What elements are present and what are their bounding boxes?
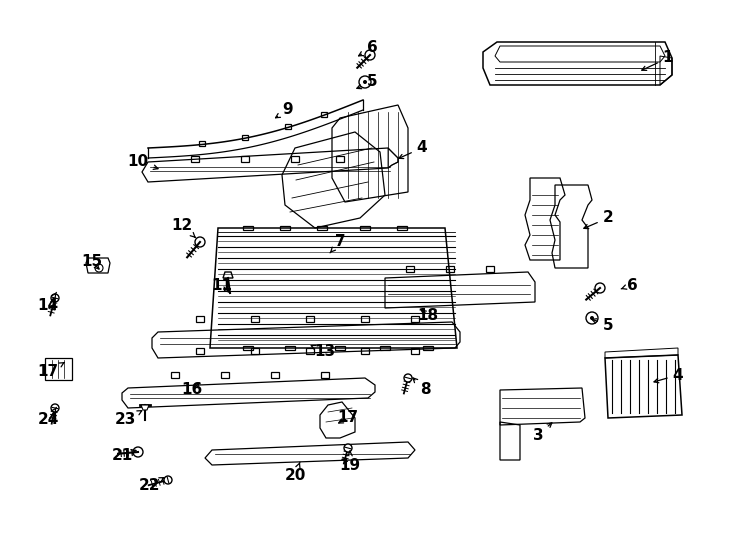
Text: 13: 13 (311, 345, 335, 360)
Text: 18: 18 (418, 307, 438, 322)
Text: 7: 7 (330, 234, 345, 253)
Text: 12: 12 (171, 218, 195, 238)
Text: 8: 8 (413, 378, 430, 397)
Text: 15: 15 (81, 254, 103, 269)
Circle shape (51, 404, 59, 412)
Text: 11: 11 (211, 278, 233, 293)
Text: 5: 5 (357, 75, 377, 90)
Text: 10: 10 (128, 154, 158, 170)
Text: 2: 2 (584, 211, 614, 228)
Text: 16: 16 (181, 382, 203, 397)
Circle shape (590, 316, 594, 320)
Circle shape (344, 444, 352, 452)
Text: 19: 19 (339, 451, 360, 472)
Text: 3: 3 (533, 423, 552, 442)
Text: 4: 4 (399, 140, 427, 159)
Text: 23: 23 (115, 410, 142, 428)
Circle shape (51, 294, 59, 302)
Text: 1: 1 (642, 51, 673, 70)
Text: 20: 20 (284, 462, 305, 483)
Text: 9: 9 (275, 103, 294, 118)
Text: 5: 5 (592, 318, 614, 333)
Text: 17: 17 (338, 410, 359, 426)
Text: 14: 14 (37, 292, 59, 313)
Circle shape (363, 80, 367, 84)
Text: 6: 6 (359, 40, 377, 56)
Circle shape (404, 374, 412, 382)
Text: 4: 4 (654, 368, 683, 383)
Text: 21: 21 (112, 448, 136, 462)
Text: 17: 17 (37, 362, 64, 380)
Text: 6: 6 (621, 278, 637, 293)
Text: 24: 24 (37, 407, 59, 428)
Circle shape (164, 476, 172, 484)
Polygon shape (141, 405, 149, 410)
Text: 22: 22 (139, 477, 164, 492)
